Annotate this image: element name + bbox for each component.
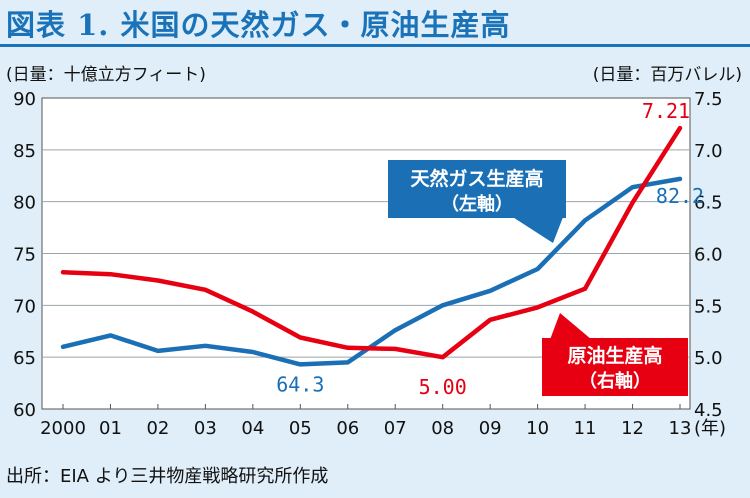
left-axis-tick-label: 80 <box>13 193 36 214</box>
x-axis-tick-label: 09 <box>479 418 502 439</box>
data-label: 82.2 <box>656 184 704 208</box>
right-axis-tick-label: 5.0 <box>694 348 723 369</box>
right-axis-unit-label: (日量：百万バレル) <box>593 65 742 85</box>
x-axis-tick-label: 03 <box>194 418 217 439</box>
left-axis-unit-label: (日量：十億立方フィート) <box>6 65 206 85</box>
natural-gas-callout-sub: （左軸） <box>441 193 513 215</box>
chart-title: 図表 1. 米国の天然ガス・原油生産高 <box>6 8 511 42</box>
source-note: 出所：EIA より三井物産戦略研究所作成 <box>6 466 329 487</box>
x-axis-tick-label: 12 <box>621 418 644 439</box>
x-axis-tick-label: 06 <box>336 418 359 439</box>
natural-gas-callout-box <box>388 160 566 218</box>
x-axis-tick-label: 10 <box>526 418 549 439</box>
left-axis-tick-label: 60 <box>13 400 36 421</box>
right-axis-tick-label: 4.5 <box>694 400 723 421</box>
left-axis-tick-label: 70 <box>13 296 36 317</box>
crude-oil-callout-box <box>542 338 688 396</box>
x-axis-tick-label: 08 <box>431 418 454 439</box>
right-axis-tick-label: 7.0 <box>694 141 723 162</box>
right-axis-tick-label: 6.0 <box>694 245 723 266</box>
left-axis-tick-label: 75 <box>13 245 36 266</box>
right-axis-tick-label: 7.5 <box>694 89 723 110</box>
natural-gas-callout-pointer <box>505 212 565 243</box>
crude-oil-callout-pointer <box>548 313 598 345</box>
left-axis-tick-label: 65 <box>13 348 36 369</box>
left-axis-tick-label: 85 <box>13 141 36 162</box>
right-axis-tick-label: 5.5 <box>694 296 723 317</box>
x-axis-tick-label: 07 <box>384 418 407 439</box>
data-label: 5.00 <box>419 375 467 399</box>
data-label: 7.21 <box>642 99 690 123</box>
x-axis-tick-label: 02 <box>146 418 169 439</box>
x-axis-unit-label: (年) <box>694 418 726 439</box>
crude-oil-callout-title: 原油生産高 <box>567 344 662 367</box>
x-axis-tick-label: 11 <box>574 418 597 439</box>
right-axis-tick-label: 6.5 <box>694 193 723 214</box>
x-axis-tick-label: 2000 <box>40 418 86 439</box>
left-axis-tick-label: 90 <box>13 89 36 110</box>
x-axis-tick-label: 05 <box>289 418 312 439</box>
x-axis-tick-label: 13 <box>669 418 692 439</box>
series-line-crude-oil <box>60 125 683 360</box>
crude-oil-callout-sub: （右軸） <box>579 370 651 392</box>
x-axis-tick-label: 04 <box>241 418 264 439</box>
title-rule <box>0 44 750 47</box>
natural-gas-callout-title: 天然ガス生産高 <box>410 167 543 190</box>
data-label: 64.3 <box>276 372 324 396</box>
x-axis-tick-label: 01 <box>99 418 122 439</box>
